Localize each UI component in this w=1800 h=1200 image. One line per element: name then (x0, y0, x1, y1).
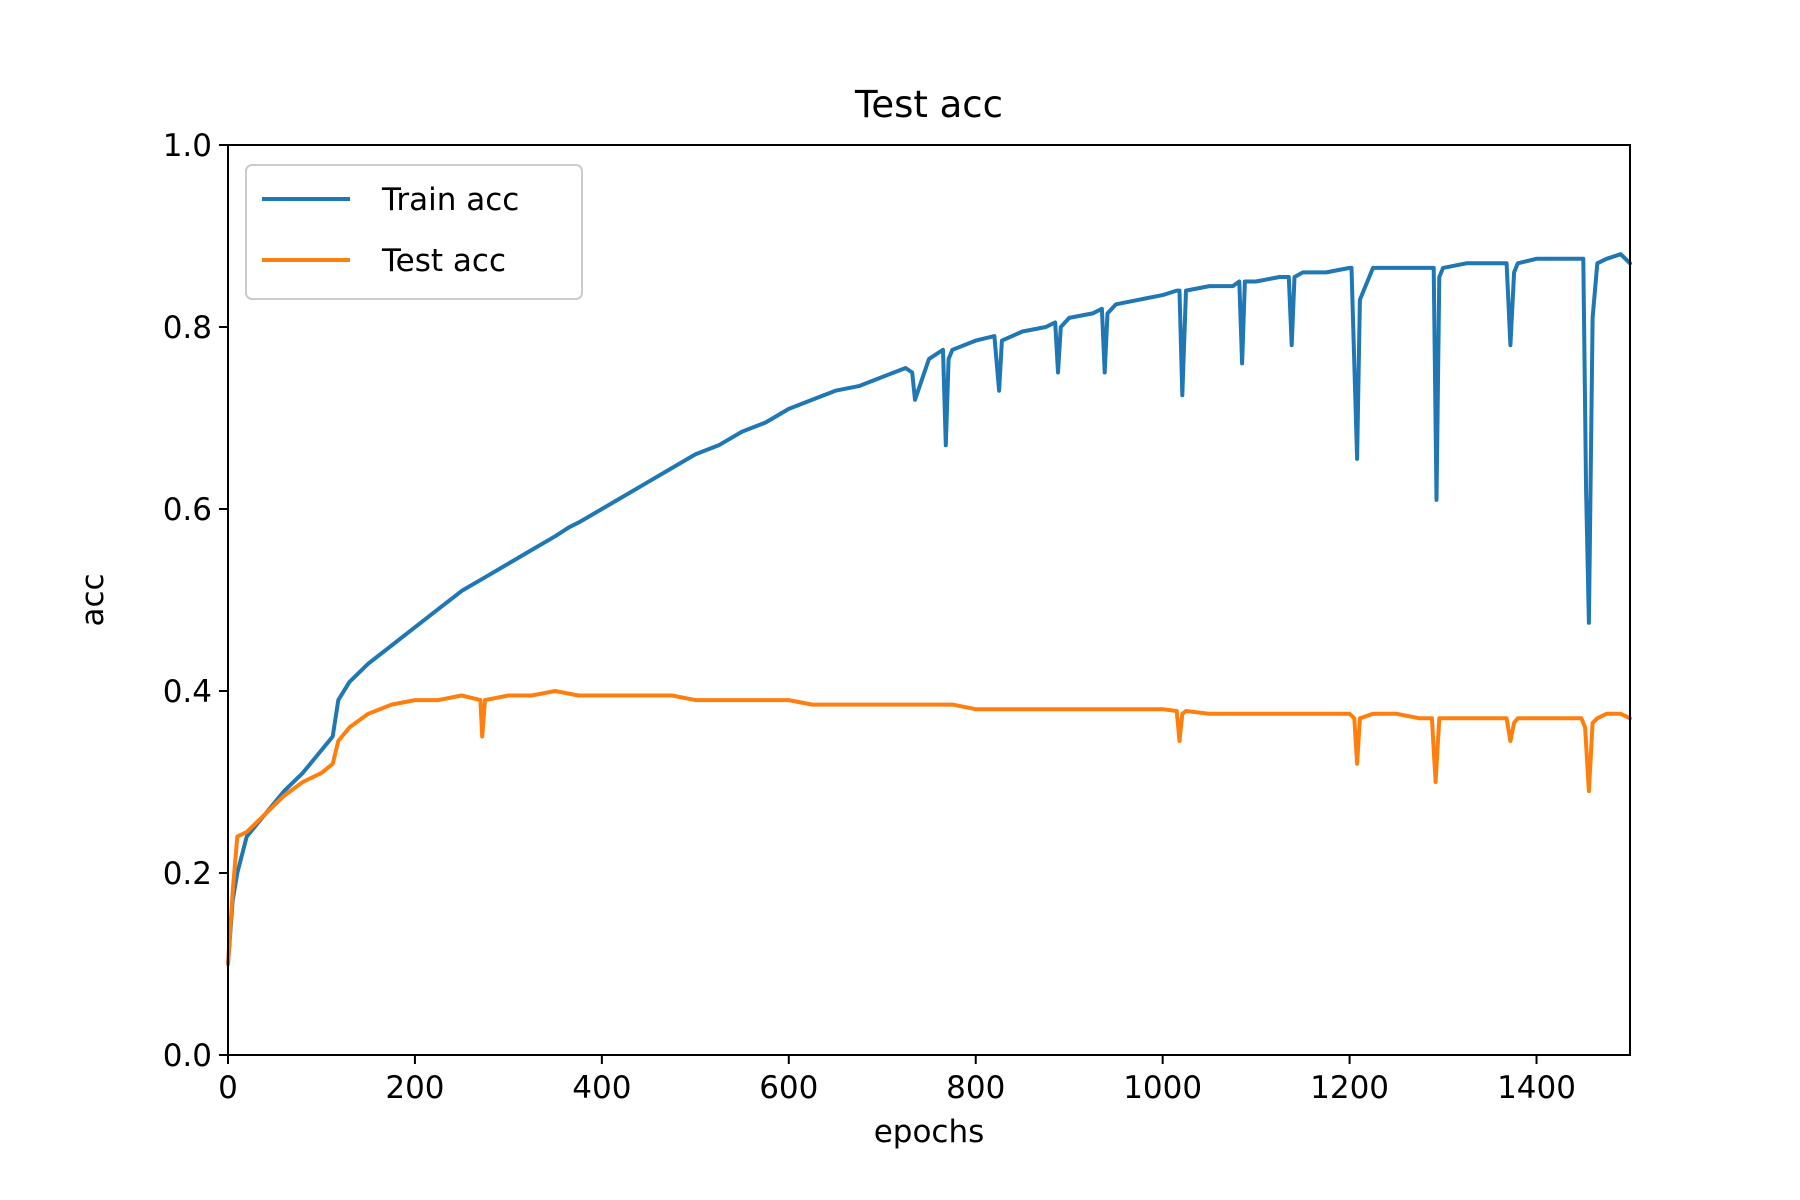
legend: Train acc Test acc (245, 164, 583, 300)
y-axis-title: acc (75, 573, 111, 626)
y-tick-label: 0.2 (163, 856, 212, 892)
series-line-test-acc (226, 689, 1632, 966)
x-tick-label: 600 (759, 1070, 818, 1106)
y-tick-label: 1.0 (163, 128, 212, 164)
x-tick-label: 400 (572, 1070, 631, 1106)
plot-frame (227, 144, 1631, 1056)
x-tick-label: 1400 (1497, 1070, 1576, 1106)
y-tick-label: 0.8 (163, 310, 212, 346)
x-tick-label: 0 (218, 1070, 238, 1106)
legend-label-test-acc: Test acc (381, 243, 506, 279)
y-tick-label: 0.4 (163, 674, 212, 710)
x-tick-label: 1200 (1310, 1070, 1389, 1106)
ticks-layer: 0 200 400 600 800 1000 1200 1400 0.0 0.2 0.4 0.6 0.8… (163, 128, 1576, 1106)
legend-label-train-acc: Train acc (381, 182, 519, 218)
y-tick-label: 0.0 (163, 1038, 212, 1074)
series-layer (226, 252, 1632, 966)
x-tick-label: 800 (946, 1070, 1005, 1106)
x-tick-label: 1000 (1123, 1070, 1202, 1106)
series-line-train-acc (226, 252, 1632, 966)
x-tick-label: 200 (385, 1070, 444, 1106)
x-axis-title: epochs (874, 1114, 985, 1150)
y-tick-label: 0.6 (163, 492, 212, 528)
chart-title: Test acc (854, 83, 1003, 126)
